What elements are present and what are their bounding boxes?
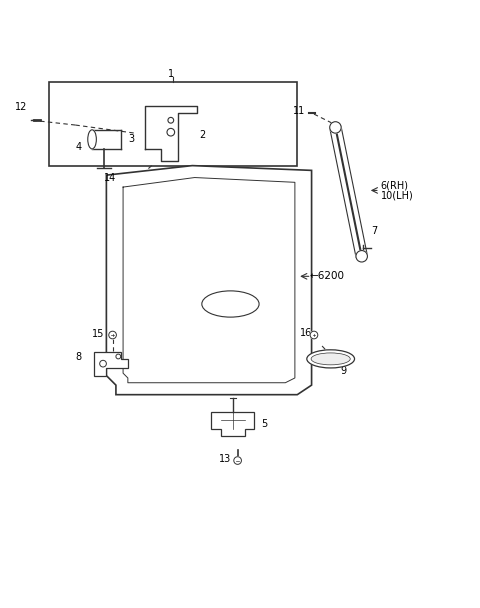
Polygon shape (211, 412, 254, 436)
Bar (49, 82, 297, 165)
Text: 9: 9 (340, 366, 347, 376)
Text: 3: 3 (128, 134, 134, 144)
Text: 2: 2 (199, 130, 206, 140)
Text: 8: 8 (75, 353, 82, 362)
Text: 12: 12 (15, 102, 27, 112)
Text: 5: 5 (262, 420, 268, 429)
Text: 7: 7 (371, 226, 377, 237)
Ellipse shape (307, 350, 355, 368)
Text: 16: 16 (300, 328, 312, 337)
Circle shape (356, 250, 367, 262)
Text: 1: 1 (168, 69, 174, 79)
Text: 11: 11 (292, 106, 305, 116)
Ellipse shape (88, 130, 96, 149)
Text: 13: 13 (218, 454, 231, 464)
Circle shape (330, 122, 341, 133)
Ellipse shape (202, 291, 259, 317)
Circle shape (310, 331, 318, 339)
Text: 4: 4 (75, 142, 82, 151)
Text: 14: 14 (104, 173, 116, 184)
Text: c: c (221, 300, 226, 310)
Polygon shape (95, 351, 128, 376)
Text: 15: 15 (92, 328, 105, 339)
Text: 6(RH): 6(RH) (381, 181, 409, 191)
Text: 10(LH): 10(LH) (381, 190, 414, 200)
Text: ←6200: ←6200 (309, 271, 344, 282)
Circle shape (234, 457, 241, 465)
Circle shape (109, 331, 116, 339)
Ellipse shape (311, 353, 350, 365)
Polygon shape (107, 165, 312, 395)
